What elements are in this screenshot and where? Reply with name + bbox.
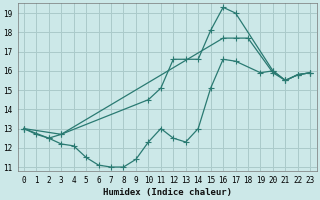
X-axis label: Humidex (Indice chaleur): Humidex (Indice chaleur) [102, 188, 232, 197]
